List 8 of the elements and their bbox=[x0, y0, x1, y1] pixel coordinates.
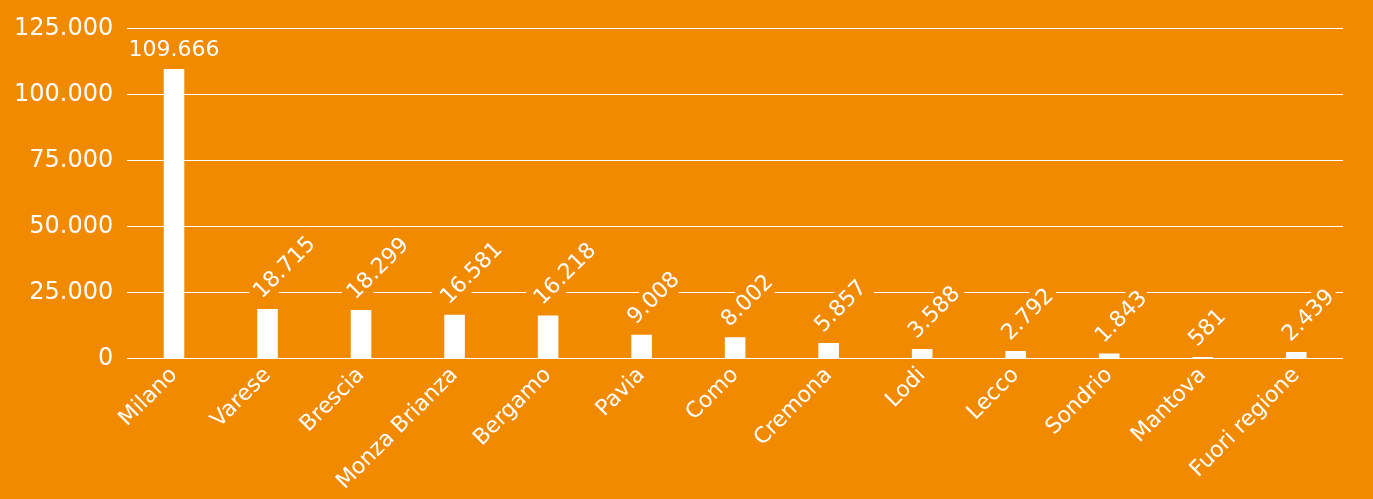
data-label: 109.666 bbox=[128, 35, 220, 61]
y-tick-label: 0 bbox=[97, 342, 114, 371]
data-label: 581 bbox=[1182, 303, 1231, 351]
y-tick-label: 25.000 bbox=[29, 276, 114, 305]
y-tick-label: 100.000 bbox=[14, 78, 114, 107]
y-tick-label: 125.000 bbox=[14, 12, 114, 41]
y-tick-label: 75.000 bbox=[29, 144, 114, 173]
y-tick-label: 50.000 bbox=[29, 210, 114, 239]
